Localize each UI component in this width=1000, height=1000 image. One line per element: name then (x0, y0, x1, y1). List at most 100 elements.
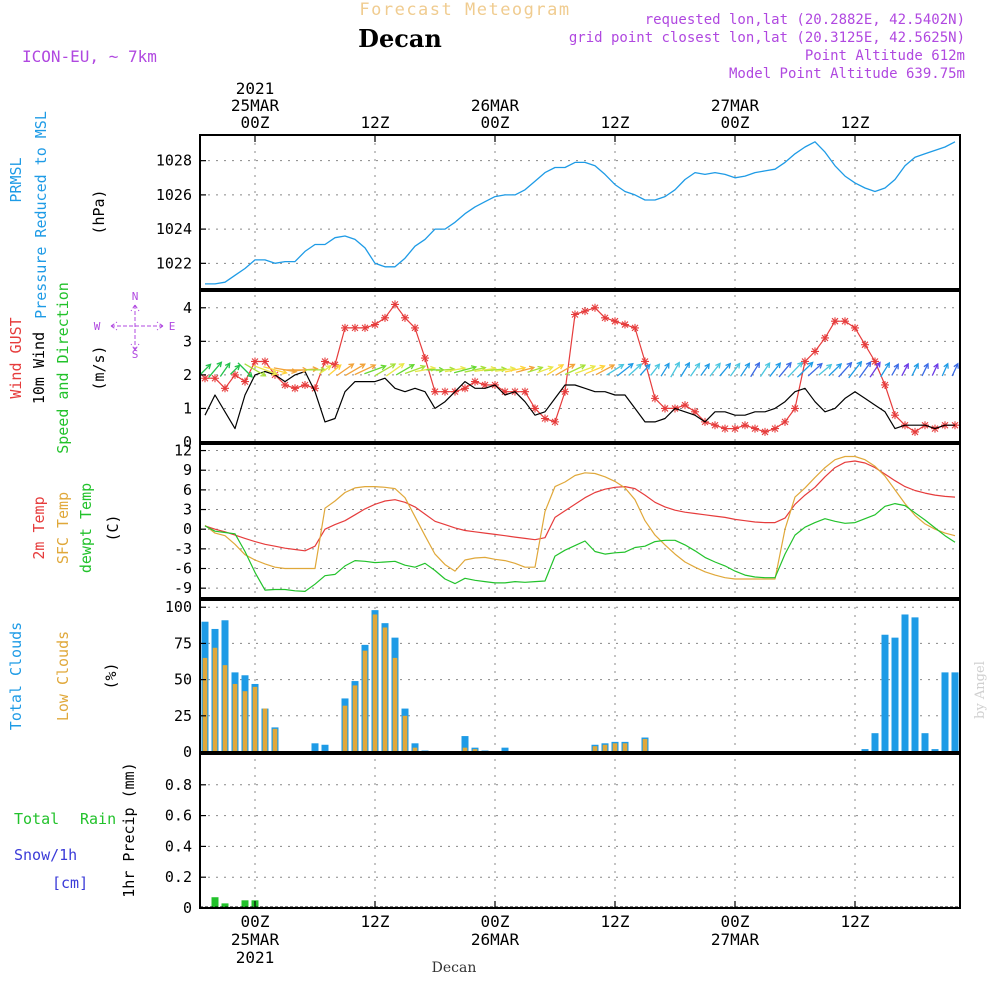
gust-marker (331, 360, 339, 369)
wind-arrow-shaft (689, 363, 701, 377)
wind-arrow-shaft (364, 365, 386, 375)
wind-arrow-shaft (574, 365, 596, 375)
low-cloud-bar (262, 708, 268, 752)
low-cloud-bar (362, 650, 368, 752)
total-cloud-bar (951, 672, 959, 752)
precip-total-label: Total (14, 810, 59, 828)
wind-arrow-shaft (639, 364, 651, 376)
wind-arrow-head (335, 364, 342, 370)
gust-marker (741, 421, 749, 430)
pressure-unit: (hPa) (90, 189, 108, 234)
gust-line (205, 303, 955, 433)
temp-ytick-label: 12 (174, 442, 192, 460)
wind-arrow-head (359, 363, 366, 369)
bottom-time-label: 12Z (601, 912, 630, 931)
pressure-ytick-label: 1024 (156, 220, 192, 238)
top-time-label: 12Z (841, 113, 870, 132)
temp2m-line (204, 460, 956, 552)
wind-arrow-shaft (474, 367, 496, 372)
model-altitude: Model Point Altitude 639.75m (729, 66, 965, 82)
wind-arrow-head (786, 361, 792, 368)
wind-arrow-head (271, 369, 278, 376)
bottom-time-label: 27MAR (711, 930, 760, 949)
wind-arrow-shaft (527, 366, 543, 373)
dewpoint-line (204, 503, 956, 593)
wind-arrow-head (618, 363, 625, 370)
gust-marker (471, 377, 479, 386)
wind-arrow-shaft (504, 367, 526, 373)
low-cloud-bar (382, 627, 388, 752)
low-cloud-bar (352, 685, 358, 752)
wind-arrow-shaft (660, 363, 670, 377)
total-cloud-bar (931, 749, 939, 752)
series-layer (199, 141, 959, 908)
gust-marker (311, 384, 319, 393)
low-cloud-bar (202, 657, 208, 752)
wind-arrow-head (943, 362, 949, 369)
pressure-ytick-label: 1022 (156, 254, 192, 272)
temp-unit: (C) (104, 514, 122, 541)
wind-arrow-shaft (495, 367, 515, 372)
wind-arrow-head (216, 361, 223, 368)
wind-arrow-shaft (464, 367, 486, 373)
compass-w: W (94, 320, 101, 333)
wind-arrow-head (684, 361, 691, 368)
bottom-time-label: 00Z (721, 912, 750, 931)
gust-marker (661, 404, 669, 413)
gust-marker (861, 340, 869, 349)
wind-arrow-head (836, 363, 843, 369)
wind-arrow-head (826, 363, 833, 370)
clouds-ytick-label: 100 (165, 598, 192, 616)
wind-arrow-head (569, 363, 576, 369)
gust-marker (811, 347, 819, 356)
low-cloud-bar (252, 686, 258, 752)
gust-label: Wind GUST (7, 317, 25, 398)
wind-arrow-head (281, 369, 288, 375)
wind-arrow-shaft (628, 363, 642, 377)
total-cloud-bar (411, 743, 419, 752)
location-title: Decan (358, 24, 442, 53)
gust-marker (291, 384, 299, 393)
wind-arrow-head (234, 364, 241, 371)
wind-arrow-head (734, 362, 741, 369)
precip-rain-label: Rain (80, 810, 116, 828)
wind-arrow-head (247, 371, 253, 378)
top-time-label: 2021 (236, 79, 275, 98)
wind-arrow-head (923, 362, 929, 369)
wind-arrow-head (704, 363, 710, 370)
wind-arrow-shaft (208, 361, 222, 378)
wind-arrow-shaft (759, 362, 771, 377)
wind-arrow-shaft (263, 366, 287, 374)
requested-coords: requested lon,lat (20.2882E, 42.5402N) (645, 12, 965, 28)
wind-arrow-shaft (546, 364, 564, 376)
wind-arrow-head (589, 364, 597, 371)
wind-arrow-shaft (244, 363, 266, 377)
low-cloud-bar (222, 665, 228, 752)
wind-arrow-shaft (769, 362, 781, 377)
gust-marker (241, 377, 249, 386)
gust-marker (711, 421, 719, 430)
wind-arrow-shaft (858, 361, 872, 378)
gust-marker (761, 427, 769, 436)
wind-arrow-shaft (869, 362, 881, 378)
top-time-label: 00Z (481, 113, 510, 132)
clouds-panel-frame (199, 599, 961, 753)
wind-arrow-shaft (750, 362, 760, 378)
wind-ytick-label: 0 (183, 433, 192, 451)
low-cloud-bar (342, 705, 348, 752)
wind-arrow-head (884, 361, 891, 368)
low-cloud-bar (212, 647, 218, 752)
wind-arrow-shaft (318, 365, 332, 375)
wind-arrow-shaft (515, 366, 535, 373)
wind-arrow-head (398, 362, 405, 369)
wind-arrow-shaft (537, 366, 553, 374)
wind-arrow-shaft (444, 367, 466, 373)
wind-ytick-label: 3 (183, 332, 192, 350)
gust-marker (411, 323, 419, 332)
wind-line (204, 370, 955, 430)
gust-marker (481, 380, 489, 389)
wind-arrow-shaft (880, 362, 890, 378)
wind-ytick-label: 1 (183, 399, 192, 417)
wind-arrow-shaft (616, 363, 634, 377)
